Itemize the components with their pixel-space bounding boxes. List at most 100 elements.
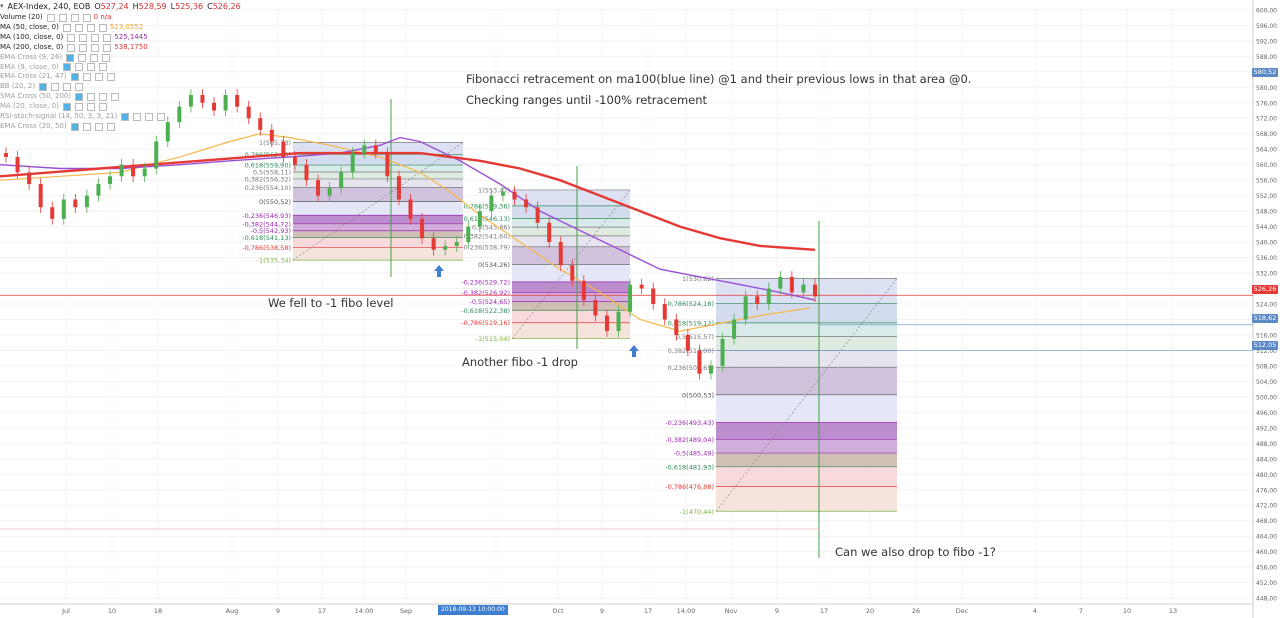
indicator-setting-icon[interactable] — [70, 13, 79, 22]
indicator-setting-icon[interactable] — [58, 13, 67, 22]
indicator-setting-icon[interactable] — [79, 33, 88, 42]
x-tick-label: Oct — [552, 607, 564, 615]
indicator-setting-icon[interactable] — [62, 63, 71, 72]
indicator-setting-icon[interactable] — [82, 122, 91, 131]
indicator-setting-icon[interactable] — [75, 93, 84, 102]
indicator-setting-icon[interactable] — [98, 23, 107, 32]
fib-level-label: -0,5(542,93) — [251, 227, 292, 235]
indicator-row[interactable]: MA (100, close, 0) 525,1445 — [0, 33, 241, 43]
moving-average-line — [0, 151, 816, 251]
candle-body — [524, 199, 529, 208]
indicator-setting-icon[interactable] — [70, 122, 79, 131]
indicator-setting-icon[interactable] — [67, 33, 76, 42]
indicator-setting-icon[interactable] — [121, 113, 130, 122]
indicator-setting-icon[interactable] — [46, 13, 55, 22]
indicator-setting-icon[interactable] — [145, 113, 154, 122]
indicator-label: Volume (20) — [0, 13, 43, 21]
indicator-setting-icon[interactable] — [94, 73, 103, 82]
indicator-setting-icon[interactable] — [87, 93, 96, 102]
indicator-setting-icon[interactable] — [67, 43, 76, 52]
indicator-setting-icon[interactable] — [74, 103, 83, 112]
indicator-setting-icon[interactable] — [39, 83, 48, 92]
x-tick-label: 20 — [866, 607, 874, 615]
indicator-setting-icon[interactable] — [90, 53, 99, 62]
fib-band — [293, 237, 463, 248]
indicator-setting-icon[interactable] — [74, 23, 83, 32]
candle-body — [581, 280, 586, 301]
fib-band — [512, 292, 630, 302]
indicator-setting-icon[interactable] — [51, 83, 60, 92]
indicator-setting-icon[interactable] — [133, 113, 142, 122]
fib-band — [716, 322, 897, 337]
candle-body — [223, 95, 228, 111]
indicator-setting-icon[interactable] — [106, 122, 115, 131]
indicator-setting-icon[interactable] — [111, 93, 120, 102]
indicator-row[interactable]: EMA Cross (20, 50) — [0, 122, 241, 132]
candle-body — [801, 284, 806, 293]
indicator-row[interactable]: SMA Cross (50, 200) — [0, 92, 241, 102]
indicator-row[interactable]: MA (20, close, 0) — [0, 102, 241, 112]
indicator-row[interactable]: EMA (9, close, 0) — [0, 63, 241, 73]
indicator-setting-icon[interactable] — [98, 103, 107, 112]
indicator-row[interactable]: RSI-stoch-signal (14, 50, 3, 3, 21) — [0, 112, 241, 122]
indicator-setting-icon[interactable] — [74, 63, 83, 72]
indicator-setting-icon[interactable] — [62, 103, 71, 112]
indicator-setting-icon[interactable] — [86, 63, 95, 72]
x-tick-label: 14:00 — [677, 607, 696, 615]
indicator-row[interactable]: BB (20, 2) — [0, 82, 241, 92]
y-tick-label: 560,00 — [1256, 162, 1277, 169]
indicator-setting-icon[interactable] — [70, 73, 79, 82]
date-cursor-tag: 2018-09-13 10:00:00 — [438, 605, 508, 615]
indicator-row[interactable]: MA (50, close, 0) 523,0552 — [0, 23, 241, 33]
candle-body — [15, 156, 20, 173]
indicator-setting-icon[interactable] — [86, 103, 95, 112]
indicator-setting-icon[interactable] — [62, 23, 71, 32]
indicator-label: MA (50, close, 0) — [0, 22, 59, 31]
y-tick-label: 524,00 — [1256, 302, 1277, 309]
indicator-setting-icon[interactable] — [63, 83, 72, 92]
indicator-label: EMA Cross (20, 50) — [0, 121, 67, 130]
indicator-setting-icon[interactable] — [106, 73, 115, 82]
x-tick-label: 9 — [775, 607, 779, 615]
indicator-label: SMA Cross (50, 200) — [0, 92, 72, 101]
candle-body — [535, 207, 540, 223]
y-tick-label: 552,00 — [1256, 193, 1277, 200]
indicator-legend: ▾ AEX-Index, 240, EOB O527,24 H528,59 L5… — [0, 0, 241, 132]
indicator-setting-icon[interactable] — [75, 83, 84, 92]
indicator-row[interactable]: EMA Cross (9, 26) — [0, 53, 241, 63]
indicator-setting-icon[interactable] — [78, 53, 87, 62]
indicator-setting-icon[interactable] — [79, 43, 88, 52]
candle-body — [408, 199, 413, 219]
indicator-setting-icon[interactable] — [102, 53, 111, 62]
indicator-setting-icon[interactable] — [103, 33, 112, 42]
indicator-setting-icon[interactable] — [86, 23, 95, 32]
y-tick-label: 500,00 — [1256, 394, 1277, 401]
candle-body — [616, 311, 621, 332]
indicator-setting-icon[interactable] — [66, 53, 75, 62]
indicator-row[interactable]: Volume (20) 0 n/a — [0, 13, 241, 23]
candle-body — [269, 129, 274, 142]
indicator-setting-icon[interactable] — [91, 43, 100, 52]
indicator-setting-icon[interactable] — [91, 33, 100, 42]
fib-level-label: -1(515,04) — [476, 335, 510, 343]
indicator-setting-icon[interactable] — [157, 113, 166, 122]
indicator-setting-icon[interactable] — [82, 13, 91, 22]
indicator-label: MA (200, close, 0) — [0, 42, 64, 51]
y-tick-label: 580,00 — [1256, 85, 1277, 92]
indicator-setting-icon[interactable] — [94, 122, 103, 131]
indicator-setting-icon[interactable] — [99, 93, 108, 102]
indicator-row[interactable]: EMA Cross (21, 47) — [0, 72, 241, 82]
indicator-setting-icon[interactable] — [82, 73, 91, 82]
indicator-setting-icon[interactable] — [98, 63, 107, 72]
candle-body — [350, 153, 355, 173]
collapse-icon[interactable]: ▾ — [0, 2, 4, 10]
indicator-row[interactable]: MA (200, close, 0) 538,1750 — [0, 43, 241, 53]
indicator-setting-icon[interactable] — [103, 43, 112, 52]
fib-band — [512, 310, 630, 323]
indicator-label: BB (20, 2) — [0, 82, 36, 91]
indicator-value: 525,1445 — [114, 32, 148, 41]
fib-level-label: -1(470,44) — [680, 508, 714, 516]
fib-band — [293, 178, 463, 188]
y-tick-label: 476,00 — [1256, 487, 1277, 494]
